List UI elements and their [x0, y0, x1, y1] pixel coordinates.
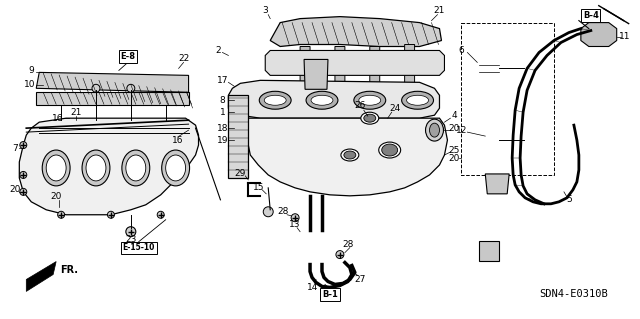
Text: 7: 7 [12, 144, 18, 152]
Polygon shape [228, 80, 440, 118]
Ellipse shape [344, 151, 356, 159]
Ellipse shape [429, 123, 440, 137]
Ellipse shape [162, 120, 170, 125]
Ellipse shape [402, 91, 433, 109]
Text: SDN4-E0310B: SDN4-E0310B [539, 289, 608, 300]
Text: 20: 20 [449, 124, 460, 133]
Text: 22: 22 [178, 54, 189, 63]
Text: 24: 24 [389, 104, 400, 113]
Text: FR.: FR. [60, 264, 78, 275]
Text: 25: 25 [449, 145, 460, 154]
Text: 27: 27 [354, 275, 365, 284]
Ellipse shape [426, 119, 444, 141]
Ellipse shape [86, 155, 106, 181]
Text: 20: 20 [449, 153, 460, 162]
Text: 12: 12 [456, 126, 467, 135]
Polygon shape [19, 118, 198, 215]
Ellipse shape [166, 155, 186, 181]
Text: E-15-10: E-15-10 [123, 243, 155, 252]
Text: 15: 15 [253, 183, 264, 192]
Ellipse shape [259, 91, 291, 109]
Polygon shape [335, 47, 345, 103]
Polygon shape [36, 72, 189, 92]
Ellipse shape [359, 95, 381, 105]
Text: 29: 29 [235, 169, 246, 178]
Polygon shape [581, 23, 617, 47]
Circle shape [20, 171, 27, 178]
Polygon shape [304, 59, 328, 89]
Ellipse shape [57, 120, 65, 125]
Polygon shape [479, 241, 499, 261]
Text: E-8: E-8 [120, 52, 135, 61]
Text: 16: 16 [52, 114, 64, 123]
Text: 19: 19 [217, 136, 228, 145]
Text: 9: 9 [28, 66, 34, 75]
Polygon shape [485, 174, 509, 194]
Ellipse shape [127, 120, 135, 125]
Circle shape [20, 142, 27, 149]
Ellipse shape [381, 144, 397, 156]
Ellipse shape [361, 112, 379, 124]
Text: B-4: B-4 [583, 11, 599, 20]
Text: 23: 23 [125, 235, 136, 244]
Polygon shape [270, 17, 442, 47]
Text: B-1: B-1 [322, 290, 338, 299]
Text: 11: 11 [619, 32, 630, 41]
Text: 21: 21 [70, 108, 82, 117]
Text: 5: 5 [566, 195, 572, 204]
Ellipse shape [354, 91, 386, 109]
Ellipse shape [162, 150, 189, 186]
Ellipse shape [364, 114, 376, 122]
Ellipse shape [379, 142, 401, 158]
Ellipse shape [122, 150, 150, 186]
Text: 28: 28 [342, 240, 353, 249]
Ellipse shape [406, 95, 429, 105]
Text: 14: 14 [307, 283, 319, 292]
Circle shape [58, 211, 65, 218]
Text: 28: 28 [278, 207, 289, 216]
Text: 16: 16 [172, 136, 184, 145]
Text: 1: 1 [220, 108, 225, 117]
Circle shape [92, 84, 100, 92]
Polygon shape [228, 95, 248, 178]
Circle shape [291, 214, 299, 222]
Ellipse shape [341, 149, 359, 161]
Polygon shape [228, 118, 447, 196]
Text: 21: 21 [434, 6, 445, 15]
Polygon shape [265, 50, 444, 75]
Ellipse shape [126, 155, 146, 181]
Circle shape [127, 84, 135, 92]
Ellipse shape [46, 155, 66, 181]
Circle shape [126, 227, 136, 237]
Text: 18: 18 [217, 124, 228, 133]
Text: 2: 2 [216, 46, 221, 55]
Text: 17: 17 [217, 76, 228, 85]
Text: 10: 10 [24, 80, 35, 89]
Text: 26: 26 [354, 101, 365, 110]
Circle shape [263, 207, 273, 217]
Circle shape [336, 251, 344, 259]
Text: 13: 13 [289, 220, 301, 229]
Polygon shape [300, 47, 310, 98]
Text: 4: 4 [452, 111, 457, 120]
Ellipse shape [82, 150, 110, 186]
Polygon shape [404, 45, 415, 98]
Ellipse shape [92, 120, 100, 125]
Ellipse shape [42, 150, 70, 186]
Text: 20: 20 [51, 192, 62, 201]
Polygon shape [370, 47, 380, 103]
Ellipse shape [306, 91, 338, 109]
Polygon shape [36, 92, 189, 105]
Text: 6: 6 [458, 46, 464, 55]
Ellipse shape [264, 95, 286, 105]
Circle shape [108, 211, 115, 218]
Ellipse shape [311, 95, 333, 105]
Circle shape [20, 189, 27, 195]
Text: 8: 8 [220, 96, 225, 105]
Text: 20: 20 [10, 185, 21, 194]
Polygon shape [26, 262, 56, 292]
Circle shape [157, 211, 164, 218]
Text: 3: 3 [262, 6, 268, 15]
